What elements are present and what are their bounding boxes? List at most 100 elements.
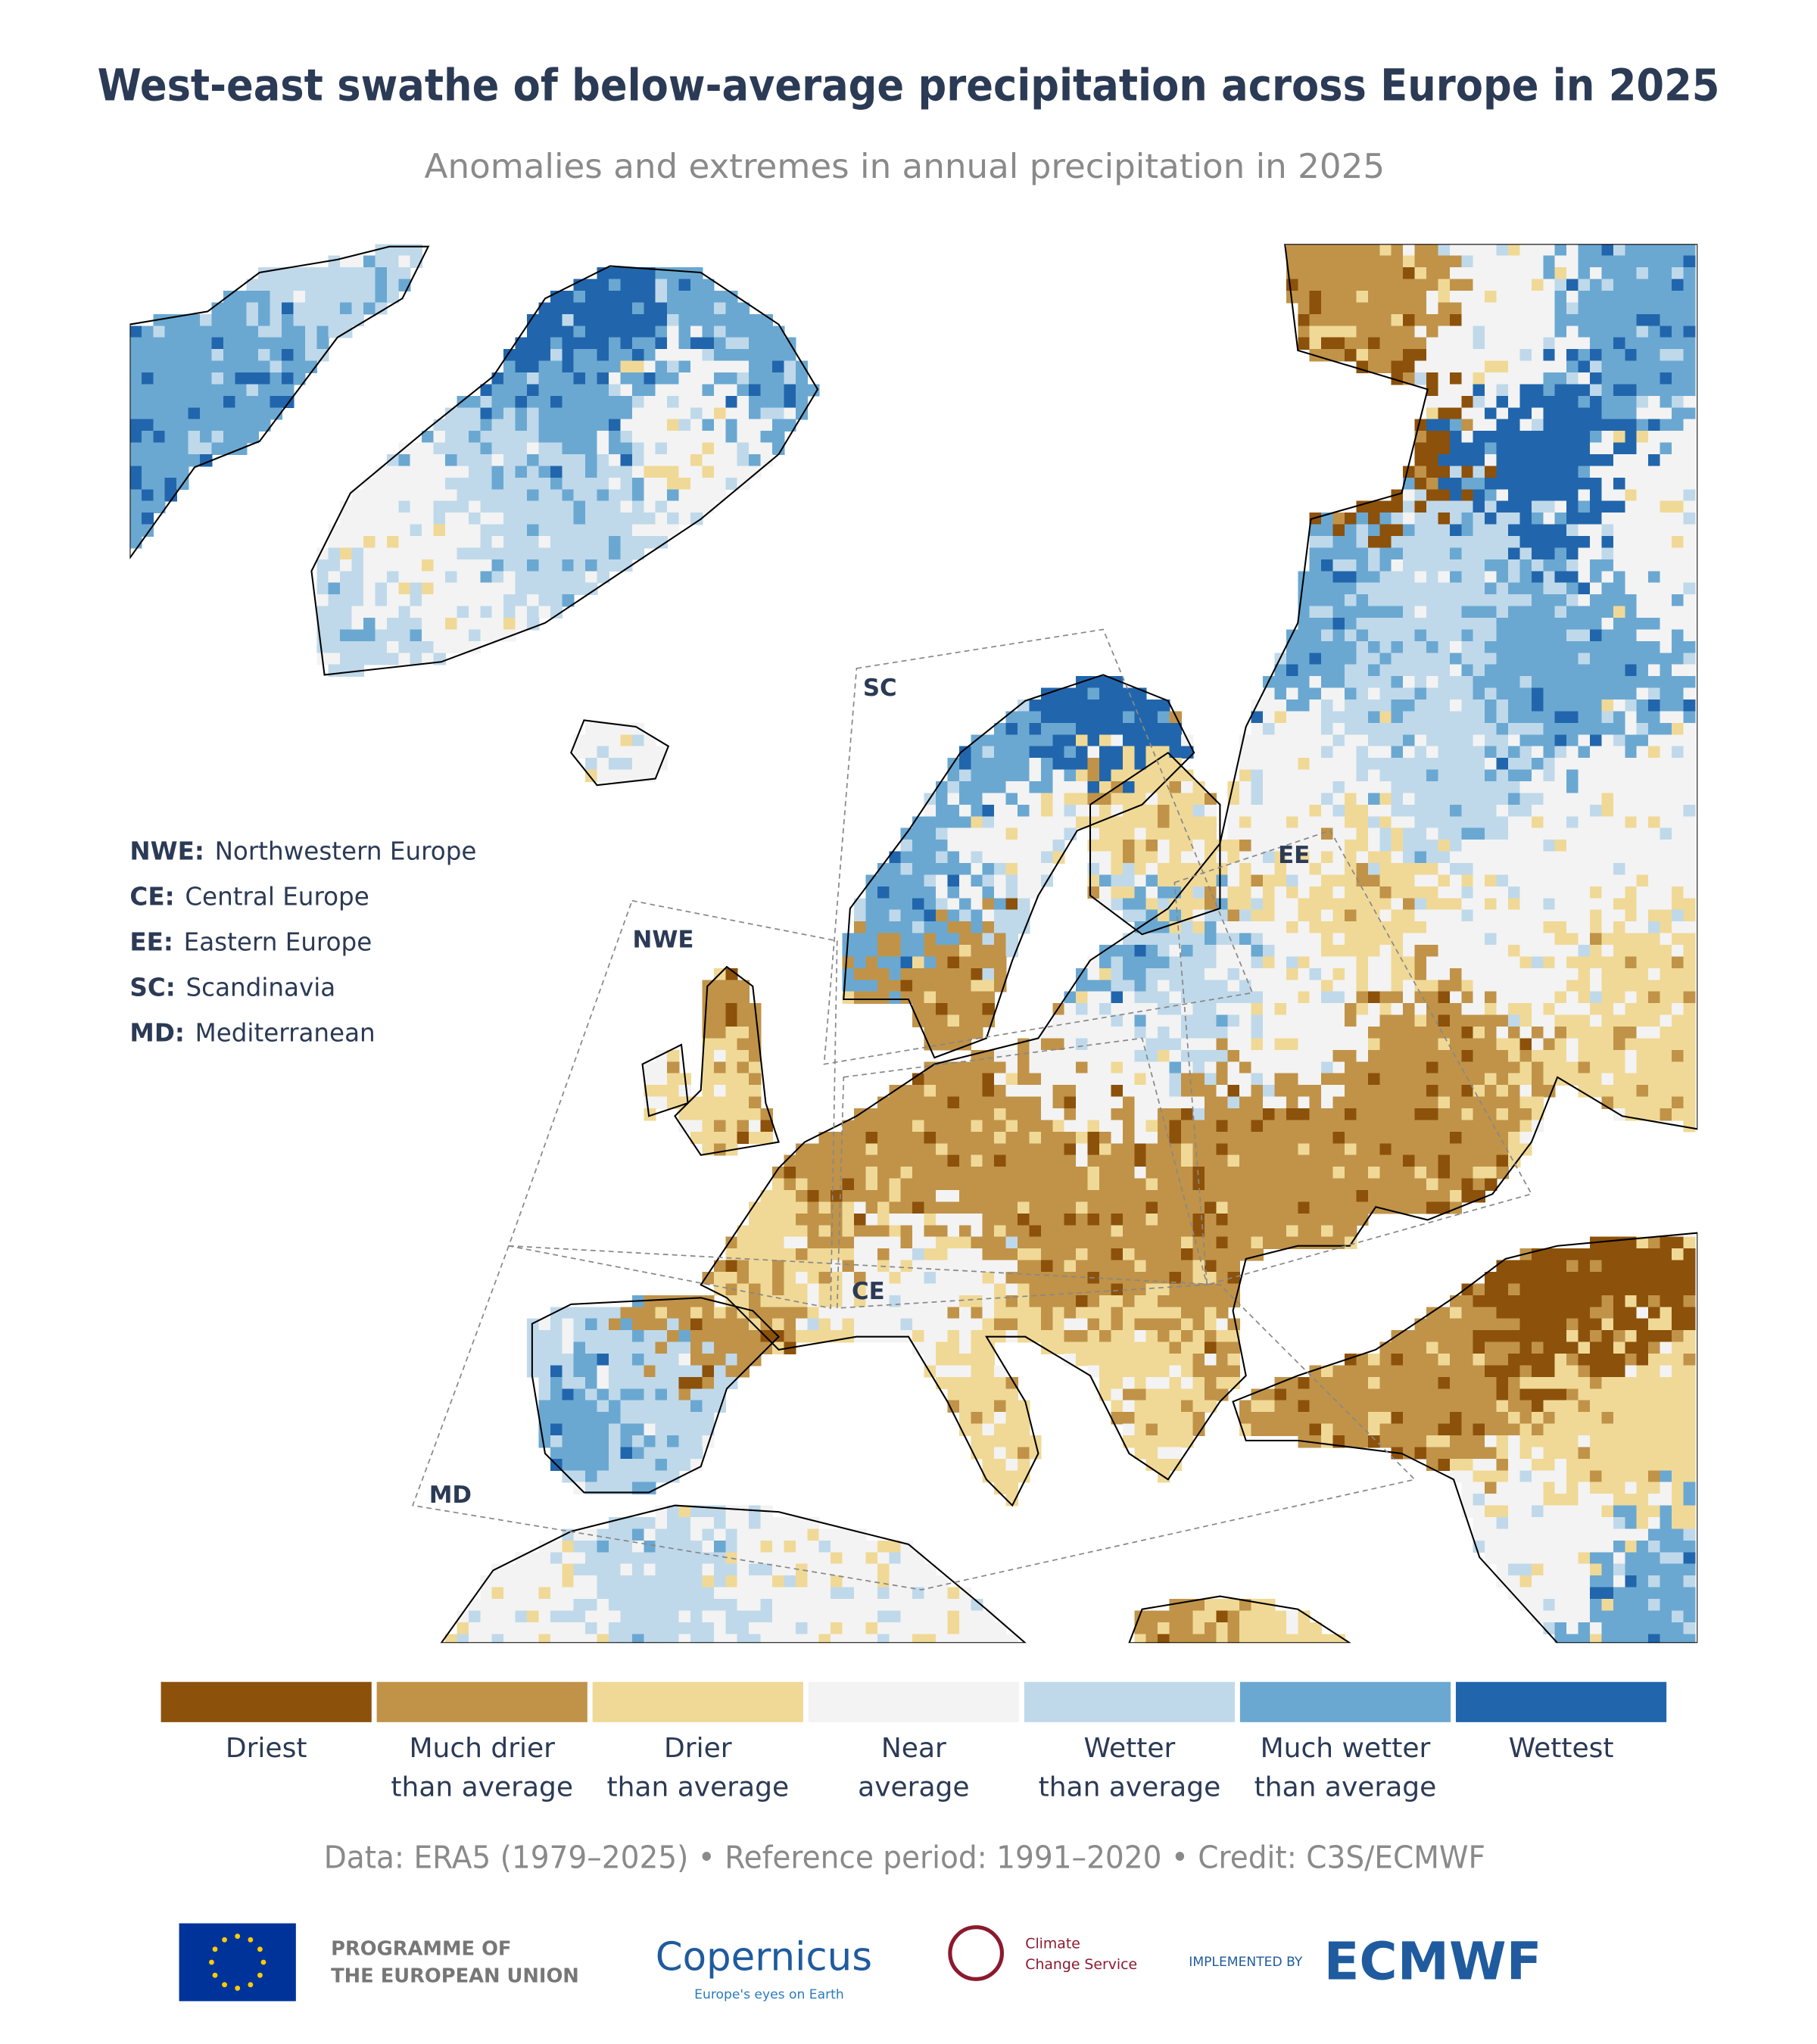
map-cell (1508, 454, 1521, 467)
map-cell (1590, 571, 1603, 584)
map-cell (1309, 313, 1322, 327)
map-cell (129, 489, 142, 502)
map-cell (644, 326, 656, 338)
map-cell (1554, 629, 1567, 642)
map-cell (631, 407, 645, 420)
map-cell (1029, 746, 1042, 759)
map-cell (994, 722, 1007, 736)
map-cell (1543, 489, 1556, 502)
map-cell (1613, 524, 1626, 537)
map-cell (655, 1061, 668, 1074)
map-cell (1029, 816, 1042, 829)
map-cell (725, 1131, 738, 1145)
map-cell (1531, 431, 1544, 444)
map-cell (1613, 804, 1626, 818)
map-cell (153, 431, 166, 444)
map-cell (527, 395, 540, 409)
map-cell (200, 372, 213, 385)
map-cell (1414, 921, 1427, 934)
map-cell (1613, 711, 1626, 724)
map-cell (433, 454, 446, 467)
map-cell (1461, 500, 1474, 513)
map-cell (1321, 244, 1334, 257)
map-cell (1414, 1108, 1427, 1121)
map-cell (1122, 804, 1136, 818)
map-cell (1543, 267, 1556, 280)
map-cell (1578, 524, 1591, 537)
map-cell (1029, 851, 1042, 864)
map-cell (690, 442, 703, 455)
map-cell (1438, 349, 1451, 362)
map-cell (1367, 606, 1381, 618)
map-cell (573, 559, 586, 572)
map-cell (538, 419, 551, 432)
map-cell (573, 384, 586, 397)
map-cell (1485, 722, 1498, 736)
map-cell (982, 793, 995, 805)
map-cell (1496, 1027, 1509, 1039)
map-cell (1298, 758, 1311, 771)
map-cell (1414, 1131, 1427, 1145)
map-cell (1309, 547, 1322, 560)
map-cell (1332, 302, 1345, 315)
map-cell (1485, 1038, 1498, 1051)
map-cell (1426, 384, 1439, 397)
map-cell (200, 313, 213, 327)
map-cell (1496, 629, 1509, 642)
map-cell (1414, 360, 1427, 373)
map-cell (1158, 956, 1170, 969)
map-cell (1496, 547, 1509, 560)
map-cell (1578, 804, 1591, 818)
map-cell (994, 933, 1007, 946)
map-cell (1672, 349, 1685, 362)
map-cell (1111, 1061, 1124, 1074)
map-cell (1099, 827, 1112, 840)
map-cell (1403, 1049, 1416, 1063)
map-cell (713, 1085, 727, 1098)
map-cell (1251, 1131, 1264, 1145)
map-cell (1345, 1131, 1357, 1145)
map-cell (1169, 1154, 1182, 1167)
map-cell (1648, 676, 1661, 689)
map-cell (609, 769, 622, 782)
map-cell (982, 769, 995, 782)
map-cell (1391, 267, 1404, 280)
map-cell (737, 1049, 750, 1063)
map-cell (865, 886, 878, 899)
map-cell (1321, 687, 1334, 700)
map-cell (1566, 326, 1579, 338)
map-cell (457, 571, 469, 584)
map-cell (1625, 711, 1638, 724)
map-cell (1473, 513, 1485, 525)
map-cell (515, 571, 528, 584)
map-cell (1169, 840, 1182, 852)
map-cell (1426, 337, 1439, 350)
map-cell (1345, 746, 1357, 759)
map-cell (1473, 244, 1485, 257)
map-cell (527, 571, 540, 584)
map-cell (1426, 769, 1439, 782)
map-cell (1613, 629, 1626, 642)
map-cell (1379, 313, 1392, 327)
map-cell (1496, 419, 1509, 432)
map-cell (1531, 547, 1544, 560)
map-cell (1414, 1038, 1427, 1051)
map-cell (141, 372, 154, 385)
map-cell (678, 302, 691, 315)
map-cell (550, 571, 563, 584)
map-cell (1239, 1049, 1252, 1063)
map-cell (982, 1073, 995, 1086)
map-cell (1426, 793, 1439, 805)
map-cell (246, 291, 259, 304)
map-cell (620, 442, 633, 455)
map-cell (1648, 1027, 1661, 1039)
map-cell (1554, 722, 1567, 736)
map-cell (620, 279, 633, 291)
map-cell (1414, 524, 1427, 537)
map-cell (644, 1108, 656, 1121)
map-cell (1403, 500, 1416, 513)
map-cell (1508, 594, 1521, 607)
map-cell (1052, 700, 1065, 712)
map-cell (982, 956, 995, 969)
map-cell (1391, 711, 1404, 724)
